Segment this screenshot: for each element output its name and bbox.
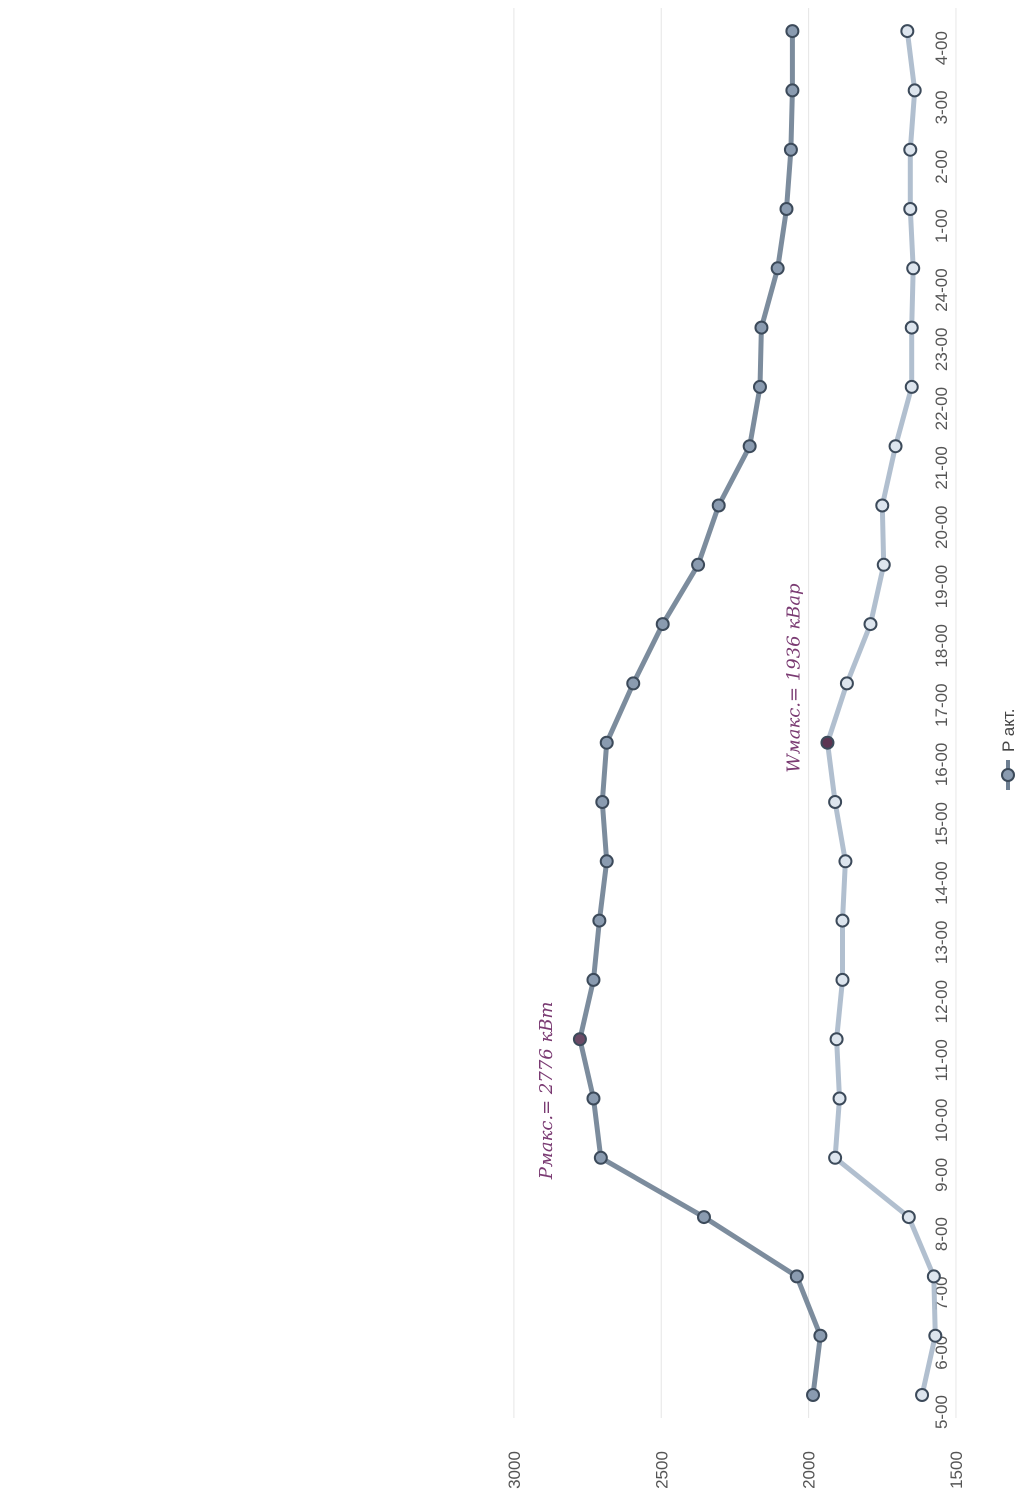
x-tick-label: 3-00 — [932, 90, 951, 124]
data-point — [904, 320, 919, 335]
x-tick-label: 22-00 — [932, 387, 951, 430]
y-axis-ticks: 050010001500200025003000 — [505, 1451, 966, 1489]
data-point — [915, 1388, 930, 1402]
data-point — [655, 617, 670, 632]
legend-marker — [1001, 768, 1015, 782]
data-point — [711, 498, 726, 513]
x-tick-label: 10-00 — [932, 1099, 951, 1142]
data-point — [593, 1150, 608, 1165]
data-point — [789, 1269, 804, 1284]
data-point — [835, 972, 850, 987]
annotation-label: Wмакс.= 1936 кВар — [783, 583, 804, 773]
x-tick-label: 23-00 — [932, 328, 951, 371]
legend: P акт. — [999, 709, 1018, 790]
data-point — [903, 202, 918, 216]
data-point — [752, 379, 767, 394]
data-point — [592, 913, 607, 928]
data-point — [783, 142, 798, 157]
data-point — [599, 854, 614, 869]
data-point — [907, 83, 922, 98]
data-point — [903, 142, 918, 157]
x-axis-ticks: 5-006-007-008-009-0010-0011-0012-0013-00… — [932, 31, 951, 1429]
x-tick-label: 19-00 — [932, 565, 951, 608]
y-tick-label: 2000 — [800, 1451, 819, 1489]
x-tick-label: 6-00 — [932, 1336, 951, 1370]
y-tick-label: 1500 — [947, 1451, 966, 1489]
data-point — [754, 320, 769, 335]
data-point — [876, 557, 891, 572]
data-point — [875, 498, 890, 513]
data-point — [900, 24, 915, 39]
data-point — [839, 676, 854, 691]
series-line — [577, 28, 823, 1398]
x-tick-label: 21-00 — [932, 446, 951, 489]
data-point — [901, 1210, 916, 1225]
x-tick-label: 8-00 — [932, 1217, 951, 1251]
y-tick-label: 2500 — [652, 1451, 671, 1489]
data-point — [779, 202, 794, 216]
data-point — [586, 972, 601, 987]
data-point — [691, 557, 706, 572]
data-point — [906, 261, 921, 276]
x-tick-label: 16-00 — [932, 743, 951, 786]
y-tick-label: 3000 — [505, 1451, 524, 1489]
data-point — [820, 735, 835, 750]
data-point — [785, 83, 800, 98]
data-point — [928, 1328, 943, 1343]
x-tick-label: 17-00 — [932, 683, 951, 726]
x-tick-label: 15-00 — [932, 802, 951, 845]
data-point — [838, 854, 853, 869]
data-point — [785, 24, 800, 39]
data-point — [586, 1091, 601, 1106]
x-tick-label: 11-00 — [932, 1039, 951, 1081]
data-point — [813, 1328, 828, 1343]
data-point — [828, 795, 843, 809]
data-point — [926, 1269, 941, 1284]
x-tick-label: 14-00 — [932, 861, 951, 904]
legend-label: P акт. — [999, 709, 1018, 752]
data-point — [742, 439, 757, 454]
x-tick-label: 9-00 — [932, 1158, 951, 1192]
data-point — [828, 1150, 843, 1165]
x-tick-label: 2-00 — [932, 150, 951, 184]
x-tick-label: 13-00 — [932, 921, 951, 964]
x-tick-label: 24-00 — [932, 268, 951, 311]
data-point — [835, 913, 850, 928]
data-point — [572, 1032, 587, 1047]
data-point — [770, 261, 785, 276]
series-line — [825, 28, 938, 1398]
grid-lines — [513, 8, 957, 1418]
annotations: Pмакс.= 2776 кВт Wмакс.= 1936 кВар — [536, 583, 805, 1180]
data-point — [806, 1388, 821, 1402]
annotation-label: Pмакс.= 2776 кВт — [536, 1001, 557, 1180]
data-point — [626, 676, 641, 691]
x-tick-label: 5-00 — [932, 1395, 951, 1429]
data-point — [888, 439, 903, 454]
data-point — [599, 735, 614, 750]
x-tick-label: 20-00 — [932, 506, 951, 549]
x-tick-label: 12-00 — [932, 980, 951, 1023]
data-point — [696, 1210, 711, 1225]
x-tick-label: 4-00 — [932, 31, 951, 65]
data-point — [863, 617, 878, 632]
data-point — [595, 795, 610, 809]
x-tick-label: 18-00 — [932, 624, 951, 667]
x-tick-label: 1-00 — [932, 209, 951, 243]
data-point — [832, 1091, 847, 1106]
data-point — [904, 379, 919, 394]
series-layer — [572, 24, 943, 1402]
data-point — [829, 1032, 844, 1047]
